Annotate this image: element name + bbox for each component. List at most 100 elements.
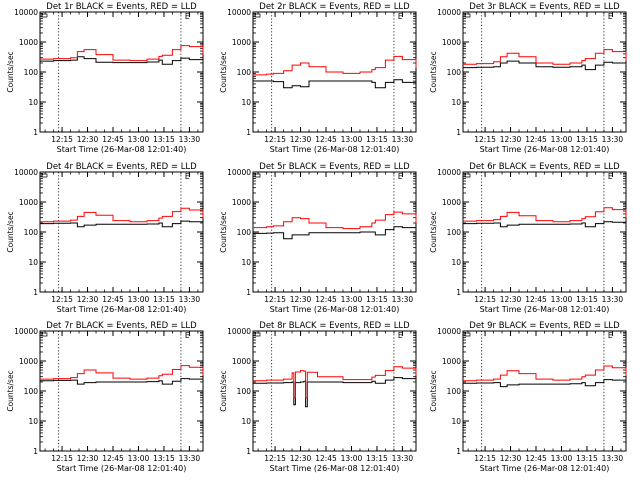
y-tick-label: 10000 (437, 8, 461, 17)
x-tick-label: 12:30 (290, 135, 312, 144)
y-tick-label: 1000 (232, 38, 251, 47)
x-tick-label: 12:45 (525, 295, 547, 304)
y-tick-label: 10 (241, 417, 251, 426)
y-tick-label: 1 (33, 128, 38, 137)
start-marker (254, 173, 261, 178)
x-tick-label: 12:30 (290, 295, 312, 304)
series-line-lld (253, 211, 417, 230)
top-right-marker: E (398, 12, 403, 21)
panel-8: Det 8r BLACK = Events, RED = LLD 1 10 100 10… (219, 321, 417, 473)
y-tick-label: 1000 (442, 357, 461, 366)
panel-title: Det 9r BLACK = Events, RED = LLD (469, 321, 620, 331)
series-line-events (463, 379, 627, 388)
plot-frame (252, 171, 417, 293)
series-line-events (463, 60, 627, 71)
y-tick-label: 10000 (227, 168, 251, 177)
x-tick-label: 12:45 (525, 454, 547, 463)
panel-title: Det 8r BLACK = Events, RED = LLD (259, 321, 410, 331)
x-tick-label: 13:00 (341, 295, 363, 304)
y-tick-label: 100 (24, 68, 39, 77)
series-line-lld (40, 207, 204, 223)
y-tick-label: 10 (451, 98, 461, 107)
panel-3: Det 3r BLACK = Events, RED = LLD 1 10 100 10… (429, 2, 627, 154)
y-tick-label: 10 (451, 417, 461, 426)
panel-title: Det 3r BLACK = Events, RED = LLD (469, 2, 620, 12)
y-tick-label: 10000 (227, 8, 251, 17)
plot-frame (462, 330, 627, 452)
y-tick-label: 10 (28, 417, 38, 426)
series-line-events (40, 378, 204, 385)
y-axis-label: Counts/sec (429, 211, 438, 252)
y-axis-label: Counts/sec (219, 51, 228, 92)
y-axis-label: Counts/sec (429, 370, 438, 411)
panel-7: Det 7r BLACK = Events, RED = LLD 1 10 100 10… (6, 321, 204, 473)
y-tick-label: 10 (28, 258, 38, 267)
y-tick-label: 100 (24, 387, 39, 396)
y-tick-label: 1 (246, 288, 251, 297)
top-right-marker: E (185, 172, 190, 181)
x-tick-label: 13:00 (128, 135, 150, 144)
series-line-lld (40, 365, 204, 380)
panel-4: Det 4r BLACK = Events, RED = LLD 1 10 100 10… (6, 162, 204, 314)
x-tick-label: 13:15 (576, 135, 598, 144)
y-tick-label: 100 (447, 387, 462, 396)
x-tick-label: 12:15 (51, 454, 73, 463)
panel-title: Det 1r BLACK = Events, RED = LLD (46, 2, 197, 12)
y-tick-label: 1 (456, 288, 461, 297)
x-tick-label: 13:00 (551, 295, 573, 304)
x-tick-label: 12:30 (290, 454, 312, 463)
series-line-events (253, 226, 417, 240)
start-marker (254, 13, 261, 18)
series-line-events (40, 56, 204, 66)
y-tick-label: 10000 (437, 168, 461, 177)
y-axis-label: Counts/sec (429, 51, 438, 92)
x-tick-label: 12:45 (102, 135, 124, 144)
x-tick-label: 13:15 (576, 454, 598, 463)
panel-title: Det 7r BLACK = Events, RED = LLD (46, 321, 197, 331)
series-line-events (253, 377, 417, 408)
y-tick-label: 1000 (232, 198, 251, 207)
top-right-marker: E (185, 12, 190, 21)
series-line-lld (463, 207, 627, 223)
start-marker (41, 173, 48, 178)
x-tick-label: 12:15 (474, 295, 496, 304)
x-axis-label: Start Time (26-Mar-08 12:01:40) (270, 464, 400, 473)
top-right-marker: E (608, 172, 613, 181)
series-line-lld (40, 45, 204, 62)
x-axis-label: Start Time (26-Mar-08 12:01:40) (57, 145, 187, 154)
x-tick-label: 13:30 (179, 295, 201, 304)
plot-frame (462, 11, 627, 133)
x-tick-label: 12:45 (315, 454, 337, 463)
start-marker (464, 13, 471, 18)
y-tick-label: 1000 (232, 357, 251, 366)
y-tick-label: 1 (246, 447, 251, 456)
x-tick-label: 13:00 (128, 295, 150, 304)
x-tick-label: 12:45 (102, 454, 124, 463)
y-tick-label: 10000 (227, 327, 251, 336)
y-tick-label: 10 (28, 98, 38, 107)
x-tick-label: 12:45 (102, 295, 124, 304)
x-tick-label: 13:15 (366, 295, 388, 304)
x-tick-label: 12:15 (51, 135, 73, 144)
x-tick-label: 12:45 (315, 135, 337, 144)
y-tick-label: 100 (447, 68, 462, 77)
y-tick-label: 100 (447, 228, 462, 237)
x-tick-label: 13:00 (551, 135, 573, 144)
y-tick-label: 10000 (14, 168, 38, 177)
x-tick-label: 13:15 (153, 135, 175, 144)
x-tick-label: 13:30 (602, 135, 624, 144)
x-tick-label: 12:30 (77, 295, 99, 304)
x-tick-label: 12:30 (500, 454, 522, 463)
y-tick-label: 1000 (19, 198, 38, 207)
x-tick-label: 12:15 (264, 135, 286, 144)
start-marker (41, 332, 48, 337)
x-tick-label: 13:30 (179, 454, 201, 463)
x-tick-label: 13:00 (551, 454, 573, 463)
x-tick-label: 12:15 (474, 454, 496, 463)
x-tick-label: 12:15 (51, 295, 73, 304)
y-axis-label: Counts/sec (219, 370, 228, 411)
x-tick-label: 12:45 (525, 135, 547, 144)
y-tick-label: 10 (241, 258, 251, 267)
y-tick-label: 1000 (19, 357, 38, 366)
x-tick-label: 13:15 (153, 295, 175, 304)
